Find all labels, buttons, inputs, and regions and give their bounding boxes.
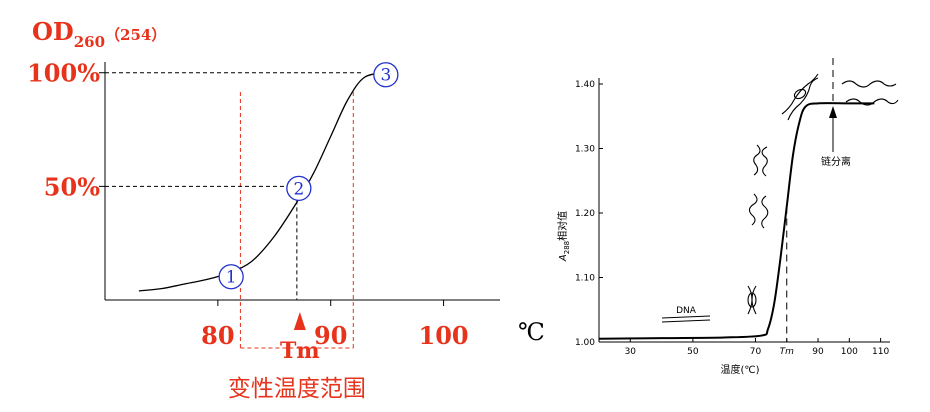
dna-annotation: DNA: [661, 306, 711, 323]
right-axes: [598, 78, 890, 343]
point-marker-label: 1: [226, 268, 237, 288]
right-chart: 30 50 70 Tm 90 100 110 1.00 1.10 1.20 1.30 1.40 A28…: [556, 58, 899, 376]
right-y-label-main: A: [558, 254, 569, 262]
right-x-tick-label: Tm: [780, 347, 794, 357]
tm-label: Tm: [280, 338, 320, 364]
left-tick-labels: 80 90 100 100% 50%: [27, 59, 469, 350]
strand-separation-arrow-icon: [829, 106, 837, 118]
left-guide-lines: [105, 72, 362, 348]
left-x-tick-label: 80: [201, 321, 234, 350]
unwinding-strands-icon: [781, 73, 819, 121]
point-marker-circle: [373, 62, 399, 88]
tm-marker: Tm: [280, 312, 320, 364]
range-label: 变性温度范围: [228, 376, 366, 402]
right-x-tick-label: 30: [625, 347, 637, 357]
dna-strand-top: [661, 315, 711, 319]
right-x-tick-label: 50: [687, 347, 699, 357]
separated-strands-icon: [841, 80, 899, 106]
denaturation-range: 变性温度范围: [228, 347, 366, 402]
left-x-tick-label: 100: [419, 321, 469, 350]
right-y-label: A288相对值: [556, 211, 571, 262]
right-y-label-sub: 288: [563, 241, 571, 254]
right-x-tick-label: 100: [841, 347, 858, 357]
right-absorbance-curve: [598, 102, 875, 340]
left-y-title-main: OD: [32, 17, 74, 46]
point-marker-circle: [286, 175, 312, 202]
left-x-unit: ℃: [518, 318, 545, 346]
right-y-tick-label: 1.40: [575, 80, 595, 90]
right-x-tick-label: 70: [750, 347, 762, 357]
left-melting-curve: [138, 72, 388, 292]
right-y-label-rest: 相对值: [556, 211, 569, 241]
left-y-tick-label: 50%: [44, 172, 100, 201]
strand-separation-label: 链分离: [821, 155, 851, 168]
right-y-tick-label: 1.00: [575, 338, 595, 348]
right-y-tick-label: 1.20: [575, 209, 595, 219]
right-y-tick-label: 1.30: [575, 145, 595, 155]
left-y-tick-label: 100%: [27, 59, 100, 88]
left-y-title-subscript: 260: [74, 33, 105, 51]
point-marker-circle: [218, 264, 244, 290]
dna-strand-bottom: [661, 319, 711, 323]
right-y-tick-label: 1.10: [575, 274, 595, 284]
right-tick-labels: 30 50 70 Tm 90 100 110 1.00 1.10 1.20 1.30 1.40: [575, 80, 890, 357]
right-x-tick-label: 90: [812, 347, 824, 357]
left-chart: OD260（254） 1 2 3 80 90 100 100% 50% ℃ Tm 变性温度范…: [27, 17, 545, 402]
right-x-label: 温度(℃): [720, 363, 759, 376]
right-x-tick-label: 110: [872, 347, 889, 357]
point-marker-label: 3: [380, 66, 391, 86]
tm-arrow-icon: [293, 312, 306, 330]
dna-label: DNA: [676, 306, 697, 316]
strand-separation-annotation: 链分离: [821, 106, 851, 168]
left-y-title-extra: （254）: [105, 26, 166, 44]
melting-strands-icon: [748, 144, 769, 229]
point-marker-label: 2: [293, 179, 304, 199]
left-y-title: OD260（254）: [32, 17, 166, 51]
double-helix-icon: [747, 285, 757, 315]
left-axes: [104, 62, 500, 301]
left-point-markers: 1 2 3: [218, 62, 399, 290]
left-x-tick-label: 90: [314, 321, 347, 350]
